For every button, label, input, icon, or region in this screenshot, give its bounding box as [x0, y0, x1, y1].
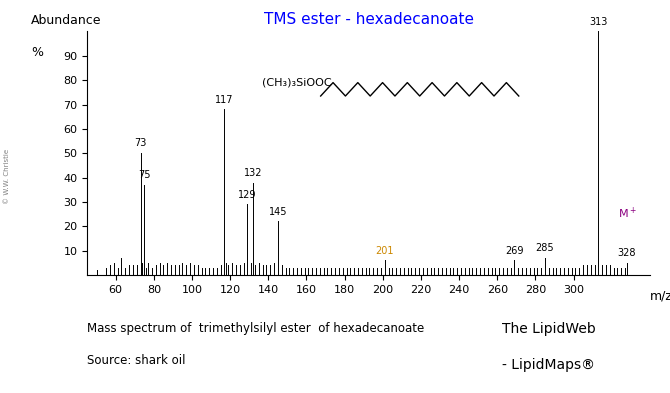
- Text: 269: 269: [505, 246, 524, 255]
- Text: - LipidMaps®: - LipidMaps®: [502, 358, 596, 372]
- Text: 201: 201: [375, 246, 394, 255]
- Text: Mass spectrum of  trimethylsilyl ester  of hexadecanoate: Mass spectrum of trimethylsilyl ester of…: [87, 322, 424, 335]
- Text: 313: 313: [589, 17, 608, 27]
- X-axis label: m/z: m/z: [650, 290, 670, 303]
- Title: TMS ester - hexadecanoate: TMS ester - hexadecanoate: [263, 13, 474, 28]
- Text: The LipidWeb: The LipidWeb: [502, 322, 596, 336]
- Text: %: %: [31, 46, 43, 59]
- Text: 129: 129: [238, 189, 257, 200]
- Text: © W.W. Christie: © W.W. Christie: [4, 149, 9, 204]
- Text: 117: 117: [215, 95, 234, 105]
- Text: 73: 73: [134, 138, 147, 149]
- Text: 75: 75: [138, 170, 151, 180]
- Text: 145: 145: [269, 207, 287, 217]
- Text: (CH₃)₃SiOOC: (CH₃)₃SiOOC: [261, 77, 331, 88]
- Text: 132: 132: [244, 168, 263, 178]
- Text: 285: 285: [535, 243, 554, 253]
- Text: M$^+$: M$^+$: [618, 206, 636, 222]
- Text: 328: 328: [618, 248, 636, 258]
- Text: Abundance: Abundance: [31, 14, 101, 27]
- Text: Source: shark oil: Source: shark oil: [87, 354, 186, 367]
